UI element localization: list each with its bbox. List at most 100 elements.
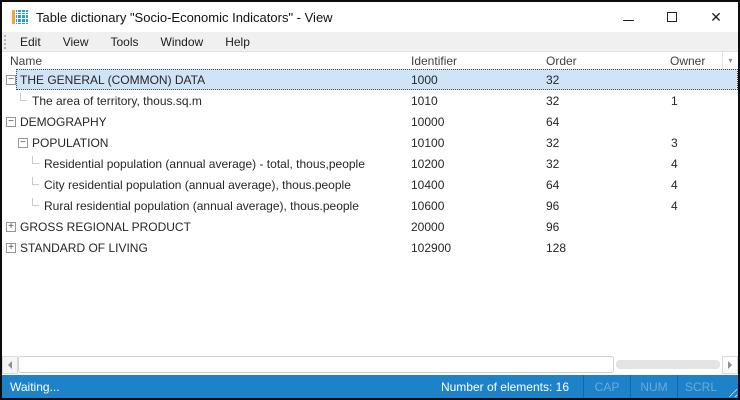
tree-connector <box>32 198 39 206</box>
table-row[interactable]: − THE GENERAL (COMMON) DATA 1000 32 <box>2 69 738 90</box>
collapse-icon[interactable]: − <box>6 74 16 85</box>
row-identifier: 10100 <box>411 135 445 150</box>
row-name: City residential population (annual aver… <box>44 177 351 192</box>
row-identifier: 102900 <box>411 240 452 255</box>
row-name: GROSS REGIONAL PRODUCT <box>20 219 191 234</box>
tree-connector <box>32 177 39 185</box>
tree-indent <box>6 142 18 143</box>
row-order: 128 <box>546 240 567 255</box>
close-icon: ✕ <box>710 9 722 25</box>
column-header-order[interactable]: Order <box>546 53 577 68</box>
row-owner <box>668 216 738 237</box>
row-name: POPULATION <box>32 135 109 150</box>
window-title: Table dictionary "Socio-Economic Indicat… <box>36 9 333 25</box>
row-identifier: 10200 <box>411 156 445 171</box>
table-row[interactable]: + GROSS REGIONAL PRODUCT 20000 96 <box>2 216 738 237</box>
maximize-button[interactable] <box>650 2 694 32</box>
row-order: 96 <box>546 219 560 234</box>
row-order: 64 <box>546 114 560 129</box>
table-row[interactable]: − DEMOGRAPHY 10000 64 <box>2 111 738 132</box>
column-header-name[interactable]: Name <box>10 53 43 68</box>
menu-view[interactable]: View <box>62 34 89 49</box>
menu-window[interactable]: Window <box>160 34 204 49</box>
table-row[interactable]: City residential population (annual aver… <box>2 174 738 195</box>
minimize-button[interactable] <box>606 2 650 32</box>
empty-area <box>2 258 738 354</box>
scrollbar-track[interactable] <box>616 360 720 369</box>
chevron-down-icon: ▾ <box>728 56 733 65</box>
status-separator <box>630 375 631 398</box>
row-order: 32 <box>546 135 560 150</box>
menu-tools[interactable]: Tools <box>110 34 139 49</box>
row-owner <box>668 69 738 90</box>
expand-icon[interactable]: + <box>6 221 16 232</box>
row-identifier: 10000 <box>411 114 445 129</box>
toolbar-grip <box>4 34 9 49</box>
menu-bar: Edit View Tools Window Help <box>2 32 738 52</box>
window-controls: ✕ <box>606 2 738 32</box>
collapse-icon[interactable]: − <box>6 116 16 127</box>
row-order: 32 <box>546 72 560 87</box>
row-identifier: 1010 <box>411 93 438 108</box>
minimize-icon <box>622 19 634 21</box>
row-order: 32 <box>546 156 560 171</box>
status-text: Waiting... <box>10 379 60 394</box>
row-identifier: 1000 <box>411 72 438 87</box>
row-owner <box>668 111 738 132</box>
row-identifier: 20000 <box>411 219 445 234</box>
row-owner: 3 <box>671 135 678 150</box>
column-header-row: Name Identifier Order Owner ▾ <box>2 52 738 69</box>
tree-indent <box>6 163 30 164</box>
row-identifier: 10400 <box>411 177 445 192</box>
column-options-button[interactable]: ▾ <box>722 52 738 69</box>
scroll-lock-indicator: SCRL <box>684 379 717 394</box>
table-dictionary-icon <box>12 9 28 25</box>
table-body: − THE GENERAL (COMMON) DATA 1000 32 The area… <box>2 69 738 258</box>
row-owner: 4 <box>671 177 678 192</box>
num-lock-indicator: NUM <box>640 379 668 394</box>
status-separator <box>677 375 678 398</box>
row-order: 96 <box>546 198 560 213</box>
status-separator <box>583 375 584 398</box>
row-name: STANDARD OF LIVING <box>20 240 148 255</box>
row-identifier: 10600 <box>411 198 445 213</box>
row-owner: 4 <box>671 198 678 213</box>
tree-indent <box>6 100 18 101</box>
scroll-right-button[interactable] <box>722 355 738 374</box>
maximize-icon <box>667 12 677 22</box>
tree-indent <box>6 184 30 185</box>
horizontal-scrollbar <box>2 354 738 375</box>
column-header-identifier[interactable]: Identifier <box>411 53 458 68</box>
row-owner: 4 <box>671 156 678 171</box>
status-bar: Waiting... Number of elements: 16 CAP NU… <box>2 375 738 398</box>
column-header-owner[interactable]: Owner <box>670 53 706 68</box>
elements-count: Number of elements: 16 <box>440 379 569 394</box>
row-name: Residential population (annual average) … <box>44 156 365 171</box>
expand-icon[interactable]: + <box>6 242 16 253</box>
row-owner <box>668 237 738 258</box>
table-row[interactable]: Residential population (annual average) … <box>2 153 738 174</box>
row-name: Rural residential population (annual ave… <box>44 198 359 213</box>
title-bar: Table dictionary "Socio-Economic Indicat… <box>2 2 738 32</box>
selection-highlight <box>16 69 738 90</box>
resize-grip[interactable] <box>724 375 738 398</box>
table-row[interactable]: − POPULATION 10100 32 3 <box>2 132 738 153</box>
tree-connector <box>32 156 39 164</box>
row-name: The area of territory, thous.sq.m <box>32 93 202 108</box>
close-button[interactable]: ✕ <box>694 2 738 32</box>
row-name: DEMOGRAPHY <box>20 114 107 129</box>
table-row[interactable]: + STANDARD OF LIVING 102900 128 <box>2 237 738 258</box>
menu-help[interactable]: Help <box>225 34 250 49</box>
row-owner: 1 <box>671 93 678 108</box>
scrollbar-thumb[interactable] <box>18 356 614 373</box>
arrow-left-icon <box>8 360 12 369</box>
table-row[interactable]: The area of territory, thous.sq.m 1010 32 1 <box>2 90 738 111</box>
menu-edit[interactable]: Edit <box>20 34 41 49</box>
row-name: THE GENERAL (COMMON) DATA <box>20 72 206 87</box>
row-order: 32 <box>546 93 560 108</box>
collapse-icon[interactable]: − <box>18 137 28 148</box>
scroll-left-button[interactable] <box>2 355 18 374</box>
row-order: 64 <box>546 177 560 192</box>
table-row[interactable]: Rural residential population (annual ave… <box>2 195 738 216</box>
